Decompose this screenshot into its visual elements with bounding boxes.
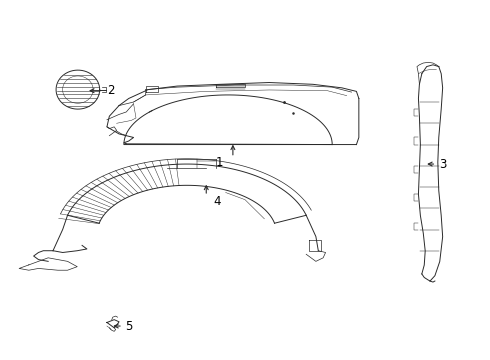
Text: 3: 3	[439, 158, 446, 171]
Text: 5: 5	[125, 320, 132, 333]
Text: 2: 2	[107, 84, 115, 97]
Text: 1: 1	[216, 157, 223, 170]
Text: 4: 4	[214, 195, 221, 208]
